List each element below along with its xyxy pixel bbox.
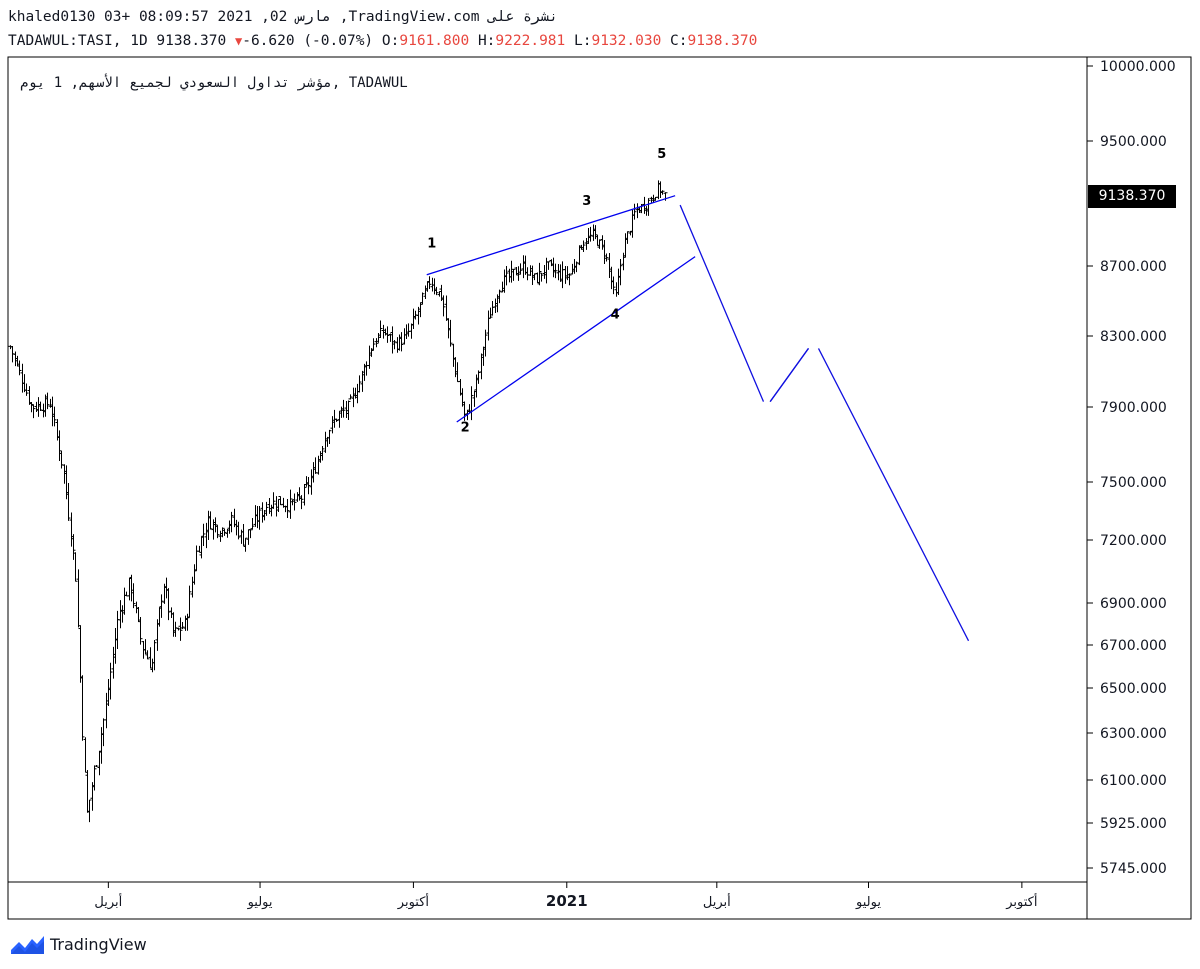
projection-segment (679, 204, 765, 402)
projection-segment (817, 348, 970, 642)
wedge-line-upper (426, 195, 676, 276)
time-axis-ticks: أبريل يوليو أكتوبر 2021 أبريل يوليو أكتوبر (94, 882, 1037, 910)
high-label: H: (477, 33, 496, 49)
y-tick-label: 6700.000 (1100, 638, 1167, 654)
wave-labels: 1 2 3 4 5 (427, 147, 666, 435)
header-line1-text: khaled0130 03+ 08:09:57 2021 ,02 مارس ,T… (8, 9, 558, 25)
low-label: L: (574, 33, 592, 49)
wave-label-5: 5 (657, 147, 666, 162)
wave-label-2: 2 (461, 420, 470, 435)
x-tick-label: أكتوبر (397, 893, 429, 910)
change-label: -6.620 (-0.07%) (242, 33, 374, 49)
y-tick-label: 9500.000 (1100, 134, 1167, 150)
projection-segment (769, 348, 810, 403)
y-tick-label: 6900.000 (1100, 596, 1167, 612)
chart-title: مؤشر تداول السعودي لجميع الأسهم, 1 يوم, … (20, 73, 408, 91)
tradingview-logo-icon (11, 936, 44, 954)
y-tick-label: 7900.000 (1100, 400, 1167, 416)
open-value: 9161.800 (399, 33, 470, 49)
y-tick-label: 6100.000 (1100, 773, 1167, 789)
ohlc-bars (8, 180, 668, 823)
x-tick-label: يوليو (247, 895, 273, 910)
y-tick-label: 7500.000 (1100, 475, 1167, 491)
x-tick-label: 2021 (546, 892, 588, 910)
tradingview-brand: TradingView (50, 934, 147, 954)
high-value: 9222.981 (495, 33, 566, 49)
x-tick-label: يوليو (855, 895, 881, 910)
y-tick-label: 5745.000 (1100, 861, 1167, 877)
y-tick-label: 10000.000 (1100, 59, 1176, 75)
y-tick-label: 6500.000 (1100, 681, 1167, 697)
y-tick-label: 8300.000 (1100, 329, 1167, 345)
y-tick-label: 8700.000 (1100, 259, 1167, 275)
low-value: 9132.030 (591, 33, 662, 49)
wave-label-4: 4 (611, 308, 620, 323)
close-label: C: (670, 33, 688, 49)
last-price-badge: 9138.370 (1088, 185, 1176, 208)
x-tick-label: أبريل (94, 893, 122, 910)
down-arrow-icon: ▼ (234, 34, 243, 48)
y-tick-label: 7200.000 (1100, 533, 1167, 549)
tradingview-footer[interactable]: TradingView (10, 931, 147, 957)
symbol-label: TADAWUL:TASI, 1D 9138.370 (8, 33, 227, 49)
wedge-line-lower (456, 256, 696, 423)
ohlc-header: TADAWUL:TASI, 1D 9138.370 ▼-6.620 (-0.07… (8, 33, 757, 49)
wave-label-3: 3 (582, 194, 591, 209)
price-axis-ticks: 10000.000 9500.000 8700.000 8300.000 7900.00… (1087, 59, 1176, 877)
drawing-overlay (426, 195, 970, 642)
chart-frame (7, 56, 1192, 920)
chart-header-line1: khaled0130 03+ 08:09:57 2021 ,02 مارس ,T… (8, 9, 558, 25)
x-tick-label: أبريل (703, 893, 731, 910)
wave-label-1: 1 (427, 236, 436, 251)
y-tick-label: 6300.000 (1100, 726, 1167, 742)
y-tick-label: 5925.000 (1100, 816, 1167, 832)
x-tick-label: أكتوبر (1005, 893, 1037, 910)
close-value: 9138.370 (687, 33, 758, 49)
open-label: O: (381, 33, 400, 49)
